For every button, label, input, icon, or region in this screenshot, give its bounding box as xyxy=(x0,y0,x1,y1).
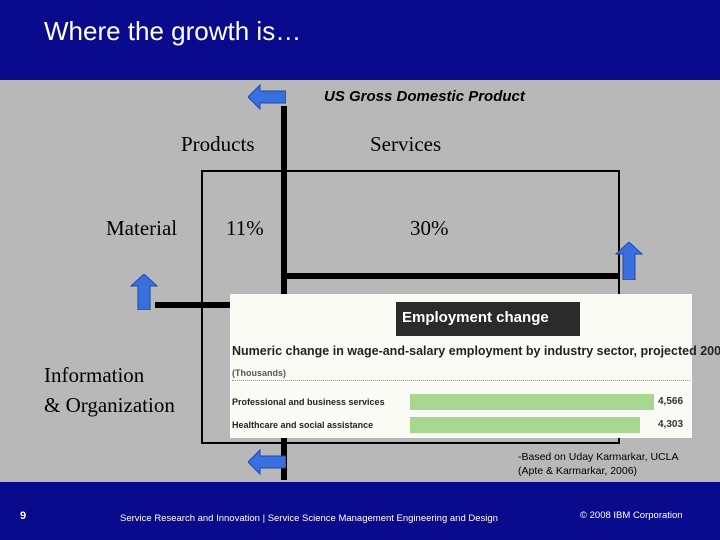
arrow-left-icon xyxy=(248,448,286,476)
slide-footer: 9 Service Research and Innovation | Serv… xyxy=(0,482,720,540)
arrow-up-icon xyxy=(615,242,643,280)
row-label-material: Material xyxy=(106,216,178,240)
employment-row-label: Professional and business services xyxy=(232,397,385,407)
slide-title: Where the growth is… xyxy=(44,16,302,46)
employment-row-value: 4,303 xyxy=(658,419,684,430)
footer-text: Service Research and Innovation | Servic… xyxy=(120,513,498,524)
gdp-title: US Gross Domestic Product xyxy=(324,88,525,105)
employment-row-label: Healthcare and social assistance xyxy=(232,420,374,430)
matrix-horizontal-axis-right xyxy=(285,273,619,279)
employment-subtitle: Numeric change in wage-and-salary employ… xyxy=(232,344,720,358)
column-label-products: Products xyxy=(181,132,255,156)
employment-row-value: 4,566 xyxy=(658,396,684,407)
employment-title: Employment change xyxy=(402,309,549,326)
citation: -Based on Uday Karmarkar, UCLA (Apte & K… xyxy=(518,451,679,477)
copyright: © 2008 IBM Corporation xyxy=(580,510,683,521)
slide-header: Where the growth is… xyxy=(0,0,720,80)
employment-bar xyxy=(410,417,640,433)
cell-material-products: 11% xyxy=(226,216,264,240)
matrix-vertical-axis xyxy=(281,106,287,480)
employment-unit: (Thousands) xyxy=(232,368,286,378)
matrix-horizontal-axis-left xyxy=(155,302,285,308)
employment-bar xyxy=(410,394,654,410)
column-label-services: Services xyxy=(370,132,442,156)
row-label-information: Information & Organization xyxy=(44,363,175,417)
slide-number: 9 xyxy=(20,510,27,522)
arrow-up-icon xyxy=(130,274,158,310)
cell-material-services: 30% xyxy=(410,216,449,240)
employment-change-panel: Employment change Numeric change in wage… xyxy=(230,294,720,438)
arrow-left-icon xyxy=(248,83,286,111)
